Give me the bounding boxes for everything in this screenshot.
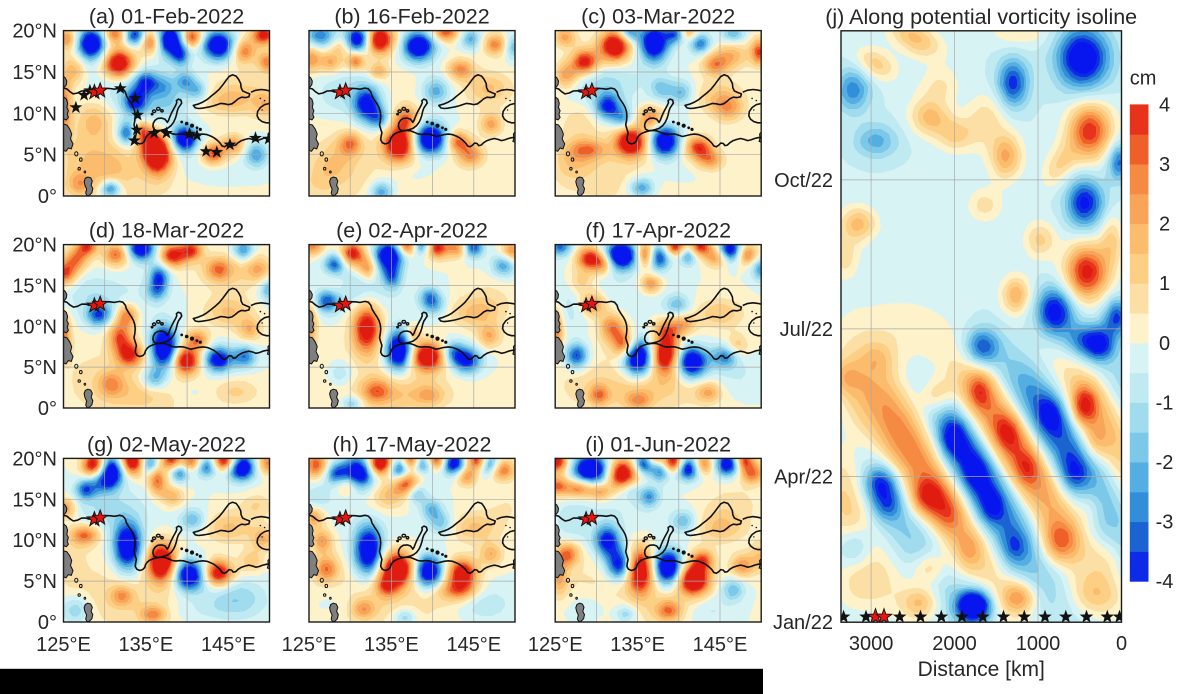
svg-text:(d) 18-Mar-2022: (d) 18-Mar-2022 [89, 219, 244, 243]
svg-text:3000: 3000 [849, 633, 894, 655]
svg-text:-3: -3 [1156, 512, 1174, 534]
svg-text:(e) 02-Apr-2022: (e) 02-Apr-2022 [336, 219, 488, 243]
svg-text:(b) 16-Feb-2022: (b) 16-Feb-2022 [334, 5, 489, 29]
svg-text:Distance [km]: Distance [km] [918, 658, 1045, 681]
svg-text:145°E: 145°E [201, 634, 256, 656]
svg-text:20°N: 20°N [12, 448, 57, 470]
svg-text:(i) 01-Jun-2022: (i) 01-Jun-2022 [585, 432, 731, 456]
svg-text:3: 3 [1159, 154, 1170, 176]
svg-text:15°N: 15°N [12, 62, 57, 84]
svg-text:125°E: 125°E [36, 634, 91, 656]
svg-text:15°N: 15°N [12, 275, 57, 297]
svg-text:0: 0 [1159, 333, 1170, 355]
svg-text:135°E: 135°E [119, 634, 174, 656]
svg-text:5°N: 5°N [23, 357, 57, 379]
svg-text:1: 1 [1159, 273, 1170, 295]
svg-text:Oct/22: Oct/22 [774, 170, 833, 192]
svg-text:cm: cm [1130, 67, 1157, 89]
svg-text:0°: 0° [38, 612, 57, 634]
svg-text:(f) 17-Apr-2022: (f) 17-Apr-2022 [585, 219, 731, 243]
svg-text:0: 0 [1116, 633, 1127, 655]
svg-text:-4: -4 [1156, 571, 1174, 593]
svg-text:145°E: 145°E [446, 634, 501, 656]
svg-text:-1: -1 [1156, 392, 1174, 414]
svg-text:5°N: 5°N [23, 571, 57, 593]
svg-text:(c) 03-Mar-2022: (c) 03-Mar-2022 [581, 5, 735, 29]
svg-text:4: 4 [1159, 94, 1170, 116]
svg-text:0°: 0° [38, 186, 57, 208]
svg-text:15°N: 15°N [12, 489, 57, 511]
svg-text:135°E: 135°E [610, 634, 665, 656]
svg-text:125°E: 125°E [282, 634, 337, 656]
svg-text:20°N: 20°N [12, 21, 57, 43]
svg-text:135°E: 135°E [364, 634, 419, 656]
svg-text:2000: 2000 [932, 633, 977, 655]
svg-text:Apr/22: Apr/22 [774, 466, 833, 488]
svg-text:2: 2 [1159, 214, 1170, 236]
svg-text:10°N: 10°N [12, 530, 57, 552]
svg-text:1000: 1000 [1016, 633, 1061, 655]
svg-text:5°N: 5°N [23, 145, 57, 167]
svg-text:(h) 17-May-2022: (h) 17-May-2022 [333, 432, 492, 456]
svg-text:125°E: 125°E [528, 634, 583, 656]
svg-text:10°N: 10°N [12, 103, 57, 125]
svg-text:-2: -2 [1156, 452, 1174, 474]
svg-text:0°: 0° [38, 398, 57, 420]
svg-text:145°E: 145°E [693, 634, 748, 656]
svg-text:20°N: 20°N [12, 235, 57, 257]
svg-text:(a) 01-Feb-2022: (a) 01-Feb-2022 [89, 5, 244, 29]
svg-text:(j) Along potential vorticity: (j) Along potential vorticity isoline [825, 5, 1137, 29]
svg-text:(g) 02-May-2022: (g) 02-May-2022 [87, 432, 246, 456]
svg-text:Jul/22: Jul/22 [780, 319, 833, 341]
svg-text:Jan/22: Jan/22 [773, 612, 833, 634]
svg-text:10°N: 10°N [12, 316, 57, 338]
